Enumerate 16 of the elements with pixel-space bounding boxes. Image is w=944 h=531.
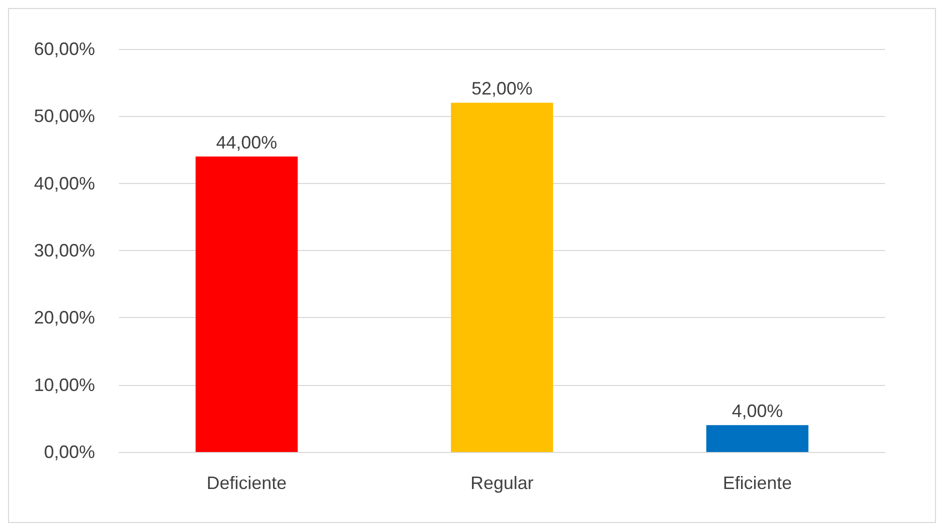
- y-tick-label: 50,00%: [34, 106, 95, 126]
- bar: [450, 102, 554, 452]
- y-tick-label: 40,00%: [34, 173, 95, 194]
- y-tick-label: 60,00%: [34, 39, 95, 59]
- x-tick-label: Eficiente: [722, 473, 792, 493]
- x-tick-label: Regular: [470, 473, 534, 493]
- bar: [706, 425, 808, 452]
- y-tick-label: 0,00%: [44, 442, 95, 462]
- y-tick-label: 20,00%: [34, 308, 95, 328]
- x-tick-label: Deficiente: [206, 473, 287, 493]
- y-tick-label: 30,00%: [34, 240, 95, 260]
- data-label: 52,00%: [471, 78, 533, 99]
- data-label: 4,00%: [732, 401, 783, 422]
- y-tick-label: 10,00%: [34, 374, 95, 395]
- data-label: 44,00%: [216, 132, 278, 152]
- bar: [196, 156, 298, 452]
